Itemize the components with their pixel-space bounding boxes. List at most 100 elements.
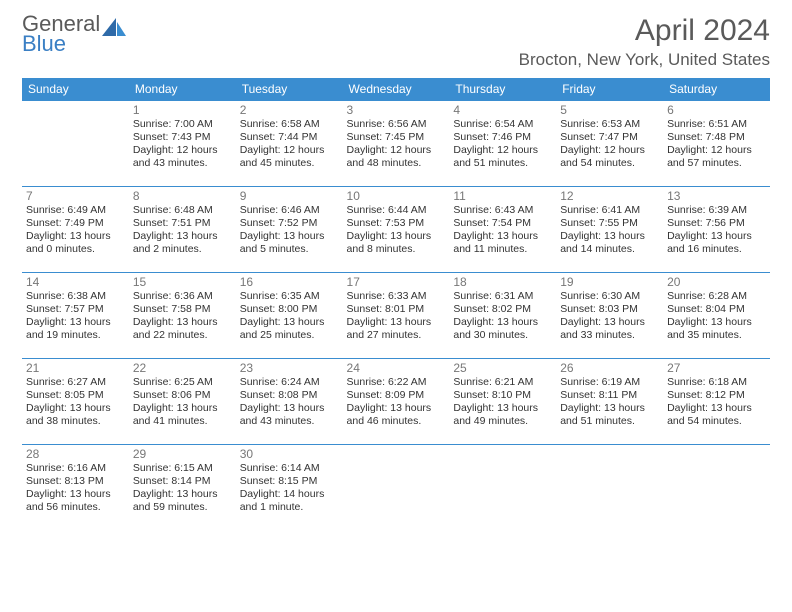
sunrise: Sunrise: 6:56 AM [347,118,446,131]
day-info: Sunrise: 6:51 AMSunset: 7:48 PMDaylight:… [667,118,766,171]
day-cell: 12Sunrise: 6:41 AMSunset: 7:55 PMDayligh… [556,187,663,273]
day-cell: 20Sunrise: 6:28 AMSunset: 8:04 PMDayligh… [663,273,770,359]
sunset: Sunset: 8:06 PM [133,389,232,402]
day-cell [22,101,129,187]
day-header-cell: Saturday [663,78,770,101]
day-number: 11 [453,189,552,203]
day-cell: 9Sunrise: 6:46 AMSunset: 7:52 PMDaylight… [236,187,343,273]
day-number: 21 [26,361,125,375]
day-cell: 29Sunrise: 6:15 AMSunset: 8:14 PMDayligh… [129,445,236,531]
day-cell: 26Sunrise: 6:19 AMSunset: 8:11 PMDayligh… [556,359,663,445]
daylight: Daylight: 14 hours and 1 minute. [240,488,339,514]
day-info: Sunrise: 6:58 AMSunset: 7:44 PMDaylight:… [240,118,339,171]
sunrise: Sunrise: 6:24 AM [240,376,339,389]
day-cell: 22Sunrise: 6:25 AMSunset: 8:06 PMDayligh… [129,359,236,445]
sunrise: Sunrise: 6:18 AM [667,376,766,389]
sunrise: Sunrise: 6:21 AM [453,376,552,389]
day-number: 25 [453,361,552,375]
day-number: 26 [560,361,659,375]
day-info: Sunrise: 6:39 AMSunset: 7:56 PMDaylight:… [667,204,766,257]
daylight: Daylight: 13 hours and 22 minutes. [133,316,232,342]
day-cell: 15Sunrise: 6:36 AMSunset: 7:58 PMDayligh… [129,273,236,359]
title-block: April 2024 Brocton, New York, United Sta… [519,14,770,70]
day-number: 18 [453,275,552,289]
daylight: Daylight: 12 hours and 43 minutes. [133,144,232,170]
sunrise: Sunrise: 6:39 AM [667,204,766,217]
day-number: 9 [240,189,339,203]
week-row: 1Sunrise: 7:00 AMSunset: 7:43 PMDaylight… [22,101,770,187]
day-cell [663,445,770,531]
sunset: Sunset: 7:54 PM [453,217,552,230]
day-info: Sunrise: 6:24 AMSunset: 8:08 PMDaylight:… [240,376,339,429]
day-info: Sunrise: 6:22 AMSunset: 8:09 PMDaylight:… [347,376,446,429]
sunset: Sunset: 7:53 PM [347,217,446,230]
day-cell: 30Sunrise: 6:14 AMSunset: 8:15 PMDayligh… [236,445,343,531]
sunset: Sunset: 8:09 PM [347,389,446,402]
day-cell: 7Sunrise: 6:49 AMSunset: 7:49 PMDaylight… [22,187,129,273]
day-info: Sunrise: 6:15 AMSunset: 8:14 PMDaylight:… [133,462,232,515]
sunset: Sunset: 8:03 PM [560,303,659,316]
day-number: 13 [667,189,766,203]
day-cell: 14Sunrise: 6:38 AMSunset: 7:57 PMDayligh… [22,273,129,359]
daylight: Daylight: 13 hours and 49 minutes. [453,402,552,428]
week-row: 14Sunrise: 6:38 AMSunset: 7:57 PMDayligh… [22,273,770,359]
daylight: Daylight: 13 hours and 38 minutes. [26,402,125,428]
daylight: Daylight: 13 hours and 56 minutes. [26,488,125,514]
sunset: Sunset: 7:47 PM [560,131,659,144]
sunrise: Sunrise: 6:58 AM [240,118,339,131]
day-number: 29 [133,447,232,461]
day-info: Sunrise: 6:43 AMSunset: 7:54 PMDaylight:… [453,204,552,257]
daylight: Daylight: 12 hours and 51 minutes. [453,144,552,170]
sunset: Sunset: 7:44 PM [240,131,339,144]
day-info: Sunrise: 6:49 AMSunset: 7:49 PMDaylight:… [26,204,125,257]
daylight: Daylight: 13 hours and 8 minutes. [347,230,446,256]
day-info: Sunrise: 6:53 AMSunset: 7:47 PMDaylight:… [560,118,659,171]
sunrise: Sunrise: 6:49 AM [26,204,125,217]
sunrise: Sunrise: 6:14 AM [240,462,339,475]
day-info: Sunrise: 6:16 AMSunset: 8:13 PMDaylight:… [26,462,125,515]
sunset: Sunset: 7:48 PM [667,131,766,144]
sunrise: Sunrise: 6:46 AM [240,204,339,217]
daylight: Daylight: 13 hours and 41 minutes. [133,402,232,428]
day-header-cell: Thursday [449,78,556,101]
sunset: Sunset: 8:04 PM [667,303,766,316]
day-info: Sunrise: 6:28 AMSunset: 8:04 PMDaylight:… [667,290,766,343]
day-info: Sunrise: 6:14 AMSunset: 8:15 PMDaylight:… [240,462,339,515]
daylight: Daylight: 13 hours and 30 minutes. [453,316,552,342]
sunset: Sunset: 8:02 PM [453,303,552,316]
day-number: 14 [26,275,125,289]
sunrise: Sunrise: 6:15 AM [133,462,232,475]
day-number: 28 [26,447,125,461]
daylight: Daylight: 13 hours and 25 minutes. [240,316,339,342]
sunset: Sunset: 8:13 PM [26,475,125,488]
sunrise: Sunrise: 6:30 AM [560,290,659,303]
day-number: 6 [667,103,766,117]
daylight: Daylight: 12 hours and 45 minutes. [240,144,339,170]
daylight: Daylight: 12 hours and 48 minutes. [347,144,446,170]
day-cell: 4Sunrise: 6:54 AMSunset: 7:46 PMDaylight… [449,101,556,187]
sunrise: Sunrise: 6:35 AM [240,290,339,303]
daylight: Daylight: 13 hours and 14 minutes. [560,230,659,256]
sunrise: Sunrise: 6:43 AM [453,204,552,217]
day-info: Sunrise: 6:38 AMSunset: 7:57 PMDaylight:… [26,290,125,343]
day-info: Sunrise: 6:33 AMSunset: 8:01 PMDaylight:… [347,290,446,343]
sunrise: Sunrise: 6:16 AM [26,462,125,475]
logo: General Blue [22,14,128,54]
sunset: Sunset: 8:11 PM [560,389,659,402]
sail-icon [102,18,128,43]
day-number: 20 [667,275,766,289]
day-number: 23 [240,361,339,375]
sunset: Sunset: 7:43 PM [133,131,232,144]
day-cell: 2Sunrise: 6:58 AMSunset: 7:44 PMDaylight… [236,101,343,187]
day-cell: 1Sunrise: 7:00 AMSunset: 7:43 PMDaylight… [129,101,236,187]
sunset: Sunset: 7:49 PM [26,217,125,230]
daylight: Daylight: 13 hours and 2 minutes. [133,230,232,256]
sunset: Sunset: 8:14 PM [133,475,232,488]
sunset: Sunset: 7:56 PM [667,217,766,230]
sunrise: Sunrise: 6:31 AM [453,290,552,303]
week-row: 7Sunrise: 6:49 AMSunset: 7:49 PMDaylight… [22,187,770,273]
day-cell: 3Sunrise: 6:56 AMSunset: 7:45 PMDaylight… [343,101,450,187]
day-number: 15 [133,275,232,289]
day-number: 8 [133,189,232,203]
daylight: Daylight: 13 hours and 19 minutes. [26,316,125,342]
